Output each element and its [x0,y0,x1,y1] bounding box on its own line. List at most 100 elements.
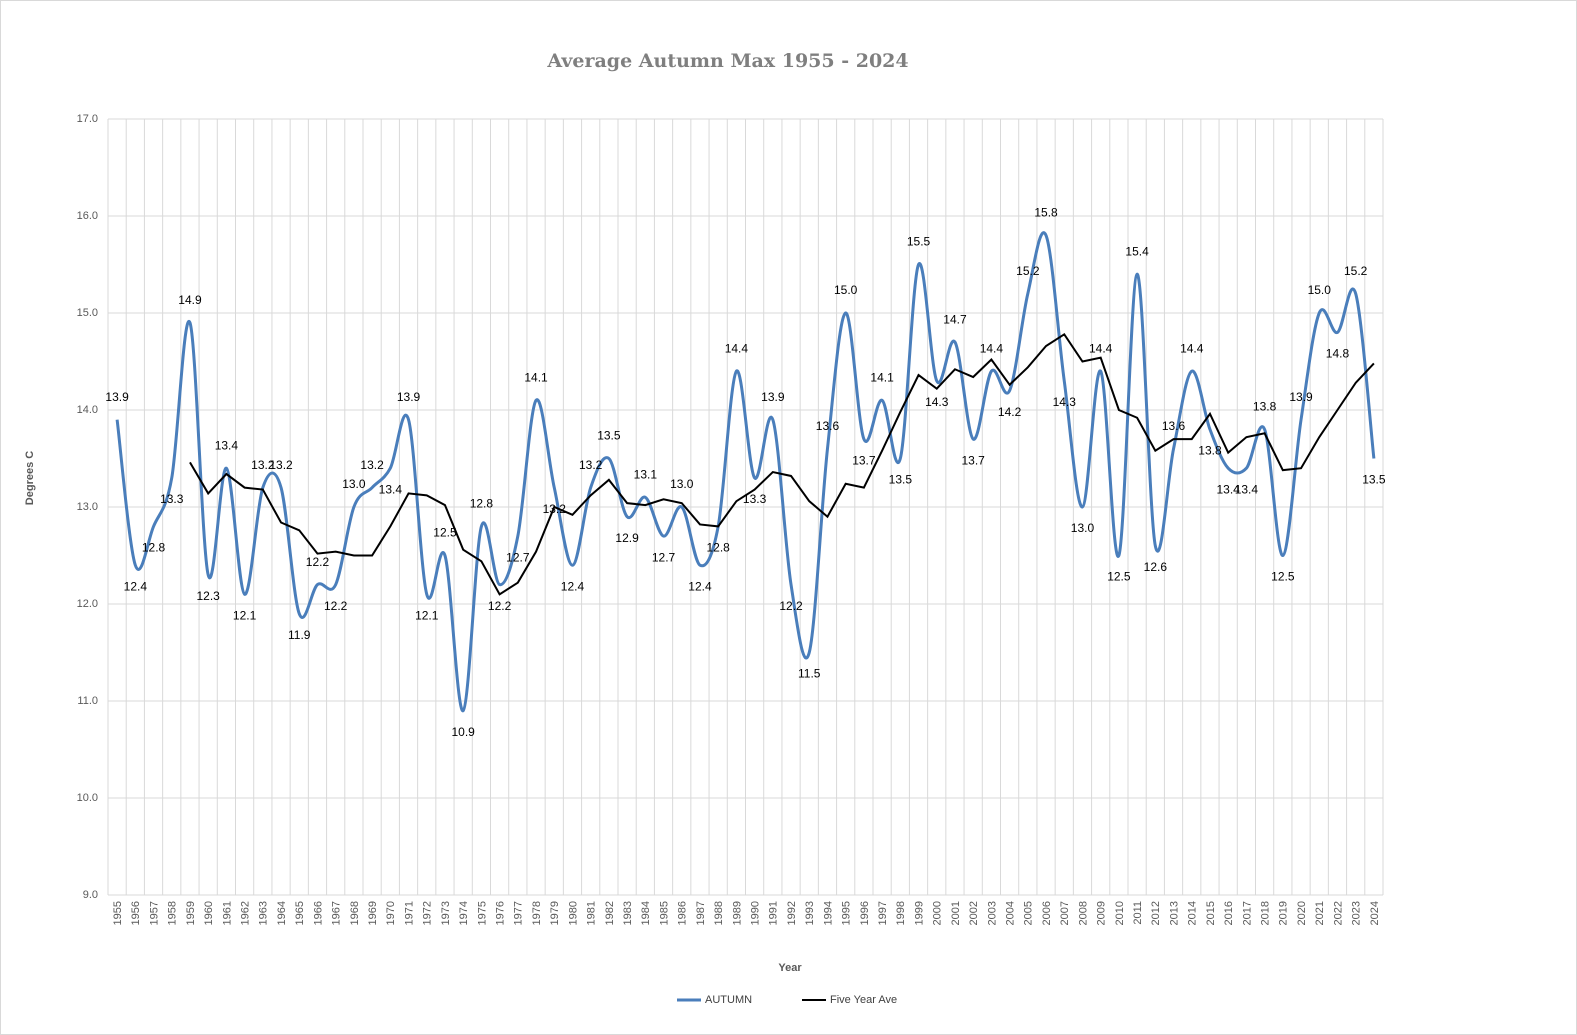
x-tick-label: 1958 [167,901,179,925]
data-label: 13.4 [1216,482,1240,496]
data-label: 13.9 [1289,390,1313,404]
x-tick-label: 1998 [895,901,907,925]
series-line [189,332,1375,596]
x-tick-label: 1970 [385,901,397,925]
x-tick-label: 2003 [986,901,998,925]
data-label: 12.2 [488,599,512,613]
data-label: 11.5 [798,667,821,681]
y-tick-label: 12.0 [77,598,98,610]
data-label: 12.7 [506,550,530,564]
data-label: 13.2 [251,458,275,472]
data-label: 10.9 [451,725,475,739]
x-tick-label: 2009 [1096,901,1108,925]
y-tick-label: 11.0 [77,695,98,707]
data-label: 12.3 [196,589,220,603]
x-tick-label: 1959 [185,901,197,925]
x-tick-label: 2011 [1132,901,1144,925]
data-label: 15.2 [1016,264,1040,278]
data-label: 14.7 [943,312,967,326]
data-label: 14.4 [1089,341,1113,355]
x-tick-label: 1968 [349,901,361,925]
data-label: 13.7 [961,453,985,467]
x-tick-label: 1990 [750,901,762,925]
data-label: 12.5 [1107,570,1131,584]
x-tick-label: 1983 [622,901,634,925]
data-label: 15.4 [1125,244,1149,258]
data-label: 12.4 [688,579,712,593]
legend-label: AUTUMN [705,994,752,1006]
x-tick-label: 2015 [1205,901,1217,925]
data-label: 13.1 [634,467,658,481]
data-label: 13.5 [1362,473,1386,487]
chart-title: Average Autumn Max 1955 - 2024 [546,50,908,72]
data-label: 14.2 [998,405,1022,419]
data-label: 13.0 [342,477,366,491]
data-label: 15.2 [1344,264,1368,278]
x-tick-label: 1986 [677,901,689,925]
data-label: 15.8 [1034,206,1058,220]
x-tick-label: 1982 [604,901,616,925]
y-tick-label: 15.0 [77,307,98,319]
x-tick-label: 1975 [476,901,488,925]
x-tick-label: 1972 [422,901,434,925]
x-tick-label: 2018 [1260,901,1272,925]
data-label: 12.6 [1144,560,1168,574]
x-tick-label: 1969 [367,901,379,925]
x-tick-label: 1963 [258,901,270,925]
y-tick-label: 13.0 [77,501,98,513]
x-tick-label: 1957 [148,901,160,925]
x-tick-label: 1962 [240,901,252,925]
data-label: 14.9 [178,293,202,307]
data-label: 15.0 [1308,283,1332,297]
data-label: 13.9 [397,390,421,404]
x-tick-label: 1978 [531,901,543,925]
series-line [115,231,1376,713]
data-label: 12.8 [706,541,730,555]
data-label: 13.5 [889,473,913,487]
x-tick-label: 1996 [859,901,871,925]
data-label: 12.2 [306,555,330,569]
x-tick-label: 1966 [312,901,324,925]
x-tick-label: 1967 [331,901,343,925]
data-label: 13.8 [1198,444,1222,458]
y-tick-label: 14.0 [77,404,98,416]
x-tick-label: 1964 [276,901,288,925]
data-label: 15.5 [907,235,931,249]
data-label: 13.4 [1235,482,1259,496]
x-tick-label: 1984 [640,901,652,925]
x-axis-title: Year [778,962,802,974]
x-tick-label: 1993 [804,901,816,925]
data-label: 13.0 [1071,521,1095,535]
data-label: 13.7 [852,453,876,467]
x-tick-label: 1979 [549,901,561,925]
data-label: 13.9 [761,390,785,404]
data-label: 12.8 [470,497,494,511]
x-tick-label: 1973 [440,901,452,925]
x-tick-label: 1989 [731,901,743,925]
data-label: 13.2 [360,458,384,472]
x-tick-label: 2020 [1296,901,1308,925]
x-tick-label: 2000 [932,901,944,925]
data-label: 13.4 [379,482,403,496]
x-tick-label: 1976 [495,901,507,925]
y-axis-title: Degrees C [24,451,36,505]
x-tick-label: 1956 [130,901,142,925]
x-tick-label: 2022 [1332,901,1344,925]
x-tick-label: 2010 [1114,901,1126,925]
data-label: 13.0 [670,477,694,491]
x-tick-label: 2019 [1278,901,1290,925]
y-tick-label: 10.0 [77,792,98,804]
data-label: 12.1 [233,608,257,622]
data-label: 11.9 [288,628,311,642]
data-label: 14.8 [1326,347,1350,361]
data-label: 13.6 [816,419,840,433]
x-tick-label: 2007 [1059,901,1071,925]
data-label: 14.4 [725,341,749,355]
data-label: 13.2 [269,458,293,472]
data-label: 14.3 [925,395,949,409]
x-tick-label: 1999 [913,901,925,925]
x-tick-label: 1980 [567,901,579,925]
data-label: 12.2 [324,599,348,613]
data-label: 14.1 [870,370,894,384]
